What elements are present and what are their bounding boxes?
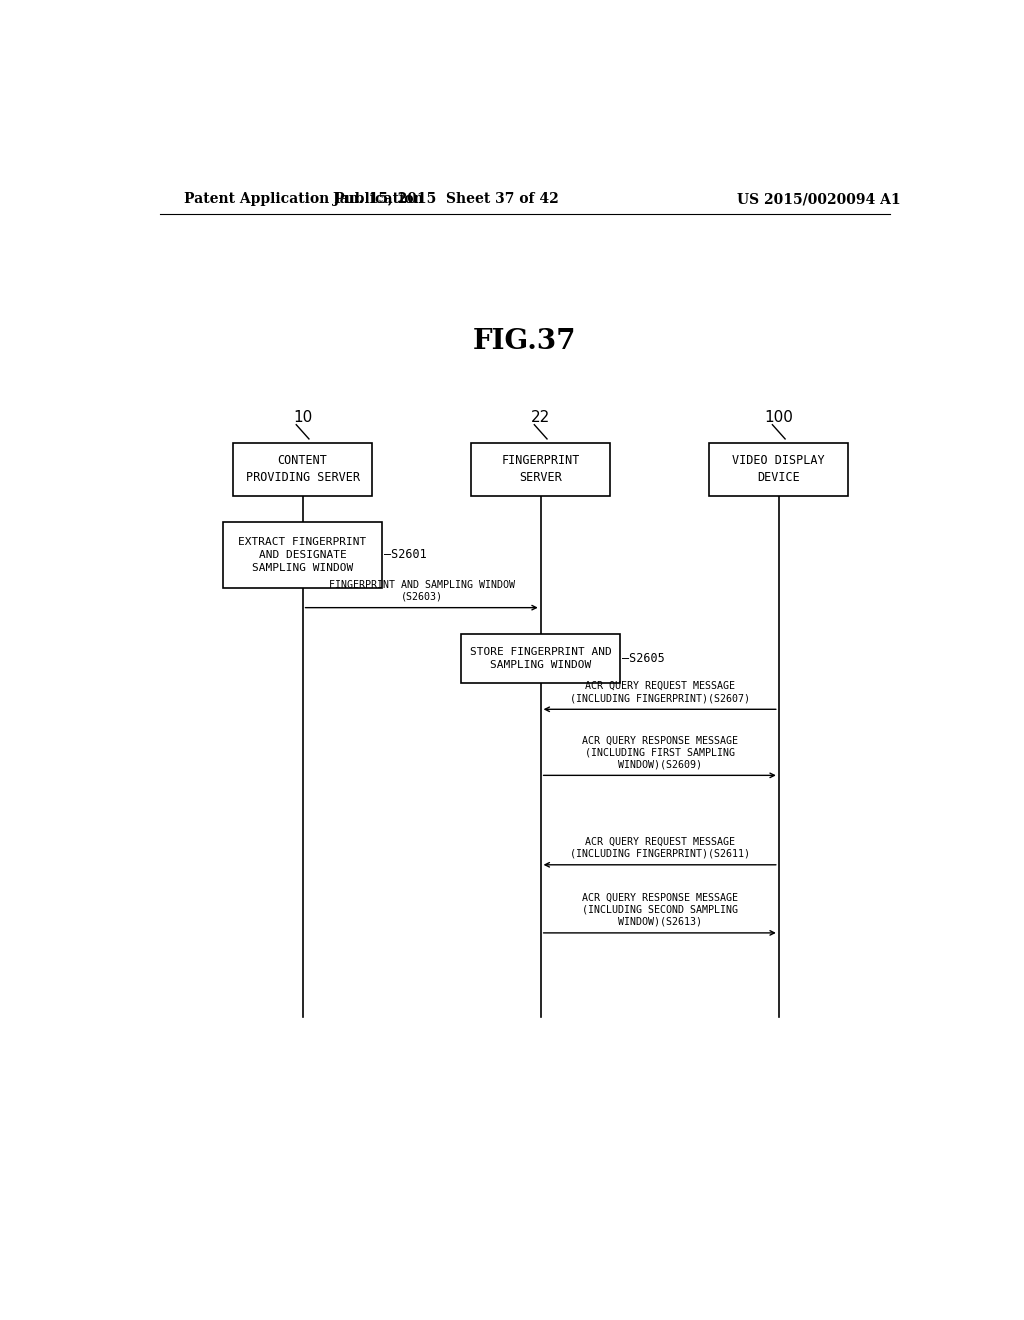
Text: ACR QUERY REQUEST MESSAGE
(INCLUDING FINGERPRINT)(S2611): ACR QUERY REQUEST MESSAGE (INCLUDING FIN… bbox=[569, 837, 750, 859]
Text: 22: 22 bbox=[531, 411, 550, 425]
Text: 100: 100 bbox=[764, 411, 794, 425]
Bar bbox=[710, 444, 848, 496]
Text: FINGERPRINT AND SAMPLING WINDOW
(S2603): FINGERPRINT AND SAMPLING WINDOW (S2603) bbox=[329, 579, 515, 602]
Bar bbox=[471, 444, 610, 496]
Text: —S2605: —S2605 bbox=[622, 652, 665, 665]
Text: EXTRACT FINGERPRINT
AND DESIGNATE
SAMPLING WINDOW: EXTRACT FINGERPRINT AND DESIGNATE SAMPLI… bbox=[239, 537, 367, 573]
Text: —S2601: —S2601 bbox=[384, 548, 426, 561]
Bar bbox=[462, 634, 621, 682]
Bar bbox=[233, 444, 372, 496]
Text: US 2015/0020094 A1: US 2015/0020094 A1 bbox=[736, 191, 900, 206]
Text: CONTENT
PROVIDING SERVER: CONTENT PROVIDING SERVER bbox=[246, 454, 359, 484]
Text: STORE FINGERPRINT AND
SAMPLING WINDOW: STORE FINGERPRINT AND SAMPLING WINDOW bbox=[470, 647, 611, 671]
Text: ACR QUERY REQUEST MESSAGE
(INCLUDING FINGERPRINT)(S2607): ACR QUERY REQUEST MESSAGE (INCLUDING FIN… bbox=[569, 681, 750, 704]
Text: FINGERPRINT
SERVER: FINGERPRINT SERVER bbox=[502, 454, 580, 484]
Text: ACR QUERY RESPONSE MESSAGE
(INCLUDING FIRST SAMPLING
WINDOW)(S2609): ACR QUERY RESPONSE MESSAGE (INCLUDING FI… bbox=[582, 735, 737, 770]
Text: ACR QUERY RESPONSE MESSAGE
(INCLUDING SECOND SAMPLING
WINDOW)(S2613): ACR QUERY RESPONSE MESSAGE (INCLUDING SE… bbox=[582, 892, 737, 927]
Text: 10: 10 bbox=[293, 411, 312, 425]
Text: FIG.37: FIG.37 bbox=[473, 327, 577, 355]
Text: VIDEO DISPLAY
DEVICE: VIDEO DISPLAY DEVICE bbox=[732, 454, 825, 484]
Bar bbox=[223, 521, 382, 587]
Text: Jan. 15, 2015  Sheet 37 of 42: Jan. 15, 2015 Sheet 37 of 42 bbox=[333, 191, 558, 206]
Text: Patent Application Publication: Patent Application Publication bbox=[183, 191, 423, 206]
